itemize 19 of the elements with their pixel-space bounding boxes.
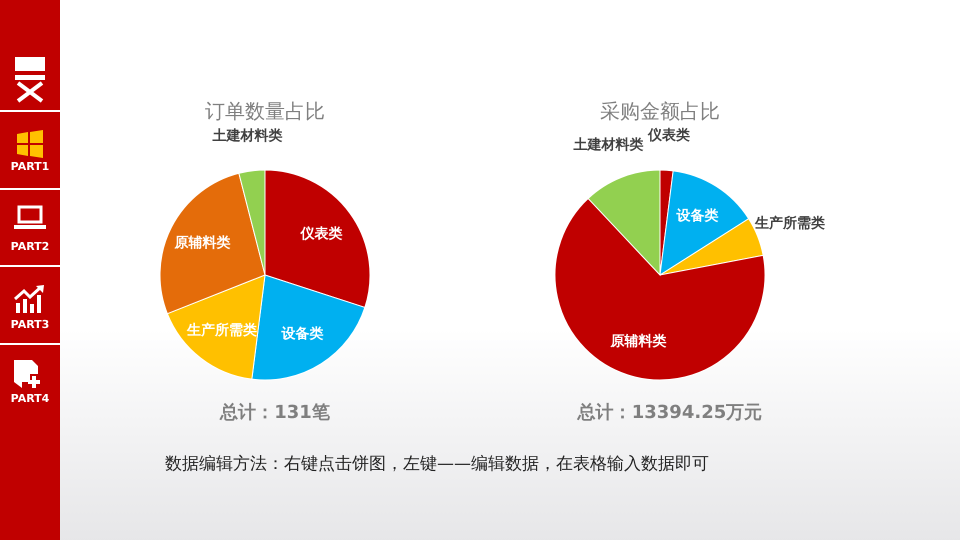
text: 总计：13394.25万元	[576, 401, 764, 424]
slice-label: 设备类	[676, 208, 719, 224]
slice-label: 仪表类	[646, 127, 690, 144]
text: PART3	[10, 318, 50, 331]
slice-label: 仪表类	[300, 226, 343, 242]
slice-label: 设备类	[280, 326, 324, 342]
slice-label: 土建材料类	[572, 136, 644, 153]
slice-label: 原辅料类	[174, 235, 231, 252]
text: PART2	[10, 240, 50, 253]
text: 总计：131笔	[218, 401, 331, 424]
slice-label: 原辅料类	[609, 334, 666, 350]
slice-label: 生产所需类	[754, 214, 826, 232]
text: PART1	[10, 160, 50, 173]
slice-label: 生产所需类	[186, 321, 258, 338]
chart-title: 采购金额占比	[599, 98, 721, 125]
text: 数据编辑方法：右键点击饼图，左键——编辑数据，在表格输入数据即可	[165, 453, 709, 475]
chart-title: 订单数量占比	[204, 98, 326, 125]
text: PART4	[10, 392, 50, 405]
slice-label: 土建材料类	[211, 128, 282, 144]
